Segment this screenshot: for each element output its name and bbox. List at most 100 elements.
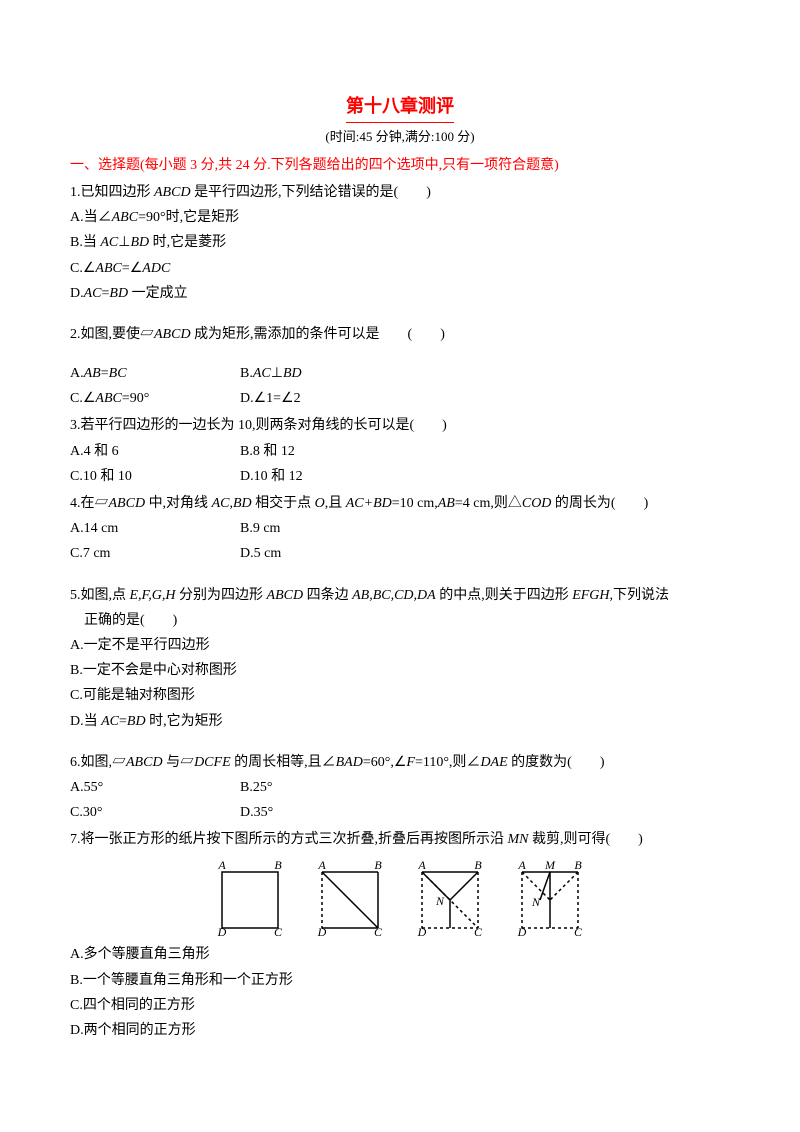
label-B: B: [474, 858, 482, 872]
text: =: [119, 714, 127, 729]
text: C.∠: [70, 391, 95, 406]
question-3: 3.若平行四边形的一边长为 10,则两条对角线的长可以是( ) A.4 和 6 …: [70, 413, 730, 489]
text: B.当: [70, 235, 100, 250]
var: E,F,G,H: [130, 588, 176, 603]
q3-optC: C.10 和 10: [70, 464, 240, 489]
var: ADC: [142, 261, 170, 276]
label-A: A: [317, 858, 326, 872]
text: 2.如图,要使▱: [70, 327, 154, 342]
var: ABCD: [109, 496, 146, 511]
q6-optB: B.25°: [240, 775, 410, 800]
q4-optB: B.9 cm: [240, 516, 410, 541]
question-7: 7.将一张正方形的纸片按下图所示的方式三次折叠,折叠后再按图所示沿 MN 裁剪,…: [70, 827, 730, 1043]
q5-optD: D.当 AC=BD 时,它为矩形: [70, 709, 730, 734]
text: ⊥: [271, 366, 283, 381]
var: ABCD: [154, 185, 191, 200]
q5-optA: A.一定不是平行四边形: [70, 633, 730, 658]
var: BAD: [336, 755, 363, 770]
text: ⊥: [118, 235, 130, 250]
text: 的中点,则关于四边形: [436, 588, 573, 603]
q1-stem: 1.已知四边形 ABCD 是平行四边形,下列结论错误的是( ): [70, 180, 730, 205]
var: ABCD: [267, 588, 304, 603]
spacer: [70, 306, 730, 320]
q2-optA: A.AB=BC: [70, 361, 240, 386]
q3-optB: B.8 和 12: [240, 439, 410, 464]
spacer: [70, 734, 730, 748]
label-A: A: [217, 858, 226, 872]
q2-stem: 2.如图,要使▱ABCD 成为矩形,需添加的条件可以是 ( ): [70, 322, 730, 347]
var: AC: [212, 496, 230, 511]
q2-optB: B.AC⊥BD: [240, 361, 410, 386]
text: 四条边: [303, 588, 352, 603]
q4-optC: C.7 cm: [70, 541, 240, 566]
text: ,下列说法: [610, 588, 670, 603]
var: ABCD: [126, 755, 163, 770]
q2-optC: C.∠ABC=90°: [70, 386, 240, 411]
text: 裁剪,则可得( ): [529, 832, 643, 847]
text: A.: [70, 366, 84, 381]
label-D: D: [517, 925, 527, 936]
q6-stem: 6.如图,▱ABCD 与▱DCFE 的周长相等,且∠BAD=60°,∠F=110…: [70, 750, 730, 775]
text: 与▱: [163, 755, 195, 770]
label-C: C: [274, 925, 283, 936]
label-N: N: [531, 895, 541, 909]
text: 的度数为( ): [508, 755, 605, 770]
fold-step-4-icon: A M B D C N: [510, 858, 590, 936]
q6-row1: A.55° B.25°: [70, 775, 730, 800]
q4-optD: D.5 cm: [240, 541, 410, 566]
var: BD: [283, 366, 302, 381]
text: ,且: [325, 496, 346, 511]
var: DCFE: [194, 755, 231, 770]
q2-row2: C.∠ABC=90° D.∠1=∠2: [70, 386, 730, 411]
q4-stem: 4.在▱ABCD 中,对角线 AC,BD 相交于点 O,且 AC+BD=10 c…: [70, 491, 730, 516]
fold-step-1-icon: A B D C: [210, 858, 290, 936]
q5-optC: C.可能是轴对称图形: [70, 683, 730, 708]
var: ABC: [112, 210, 138, 225]
question-5: 5.如图,点 E,F,G,H 分别为四边形 ABCD 四条边 AB,BC,CD,…: [70, 583, 730, 734]
text: D.: [70, 286, 84, 301]
q7-optC: C.四个相同的正方形: [70, 993, 730, 1018]
label-A: A: [517, 858, 526, 872]
q3-stem: 3.若平行四边形的一边长为 10,则两条对角线的长可以是( ): [70, 413, 730, 438]
text: =10 cm,: [392, 496, 438, 511]
text: =: [101, 366, 109, 381]
var: ABC: [95, 391, 121, 406]
text: C.∠: [70, 261, 95, 276]
text: B.: [240, 366, 253, 381]
q5-stem-line1: 5.如图,点 E,F,G,H 分别为四边形 ABCD 四条边 AB,BC,CD,…: [70, 583, 730, 608]
var: EFGH: [572, 588, 609, 603]
text: 分别为四边形: [176, 588, 267, 603]
label-C: C: [574, 925, 583, 936]
chapter-title: 第十八章测评: [346, 90, 454, 123]
var: AC+BD: [346, 496, 392, 511]
text: =∠: [122, 261, 142, 276]
q7-stem: 7.将一张正方形的纸片按下图所示的方式三次折叠,折叠后再按图所示沿 MN 裁剪,…: [70, 827, 730, 852]
text: D.当: [70, 714, 101, 729]
label-B: B: [274, 858, 282, 872]
var: BC: [109, 366, 127, 381]
q7-optB: B.一个等腰直角三角形和一个正方形: [70, 968, 730, 993]
question-6: 6.如图,▱ABCD 与▱DCFE 的周长相等,且∠BAD=60°,∠F=110…: [70, 750, 730, 826]
section-header: 一、选择题(每小题 3 分,共 24 分.下列各题给出的四个选项中,只有一项符合…: [70, 153, 730, 178]
text: 5.如图,点: [70, 588, 130, 603]
text: 4.在▱: [70, 496, 109, 511]
q4-row2: C.7 cm D.5 cm: [70, 541, 730, 566]
var: BD: [130, 235, 149, 250]
q3-row1: A.4 和 6 B.8 和 12: [70, 439, 730, 464]
q6-row2: C.30° D.35°: [70, 800, 730, 825]
q1-optC: C.∠ABC=∠ADC: [70, 256, 730, 281]
fold-step-2-icon: A B D C: [310, 858, 390, 936]
var: F: [406, 755, 415, 770]
label-A: A: [417, 858, 426, 872]
q7-optA: A.多个等腰直角三角形: [70, 942, 730, 967]
q3-row2: C.10 和 10 D.10 和 12: [70, 464, 730, 489]
q4-row1: A.14 cm B.9 cm: [70, 516, 730, 541]
text: 相交于点: [252, 496, 315, 511]
label-D: D: [217, 925, 227, 936]
var: BD: [109, 286, 128, 301]
q6-optC: C.30°: [70, 800, 240, 825]
q6-optD: D.35°: [240, 800, 410, 825]
q7-figure: A B D C A B D C A B D: [70, 858, 730, 936]
text: 是平行四边形,下列结论错误的是( ): [191, 185, 431, 200]
q3-optA: A.4 和 6: [70, 439, 240, 464]
